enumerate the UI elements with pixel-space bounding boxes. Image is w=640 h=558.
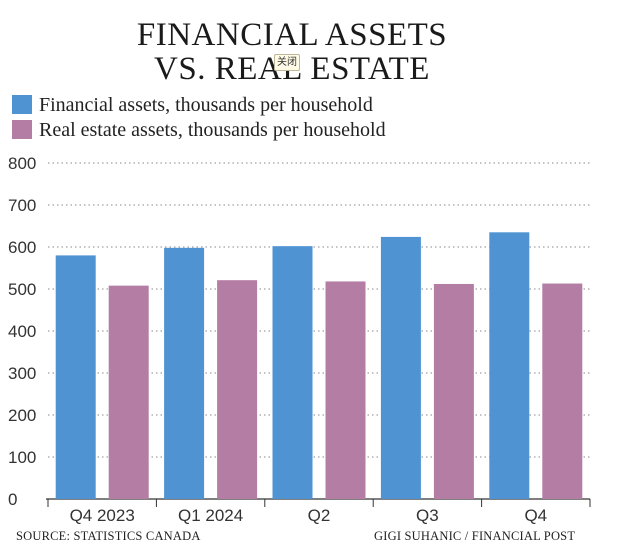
bar-real-estate <box>217 280 258 499</box>
bar-real-estate <box>542 283 583 499</box>
bar-financial <box>55 255 96 499</box>
bar-financial <box>272 246 313 499</box>
x-tick-label: Q4 2023 <box>70 506 135 525</box>
y-tick-label: 0 <box>8 490 17 509</box>
bar-real-estate <box>433 283 474 499</box>
credit-note: GIGI SUHANIC / FINANCIAL POST <box>374 529 576 543</box>
bar-real-estate <box>108 285 149 499</box>
x-tick-label: Q4 <box>524 506 547 525</box>
bar-real-estate <box>325 281 366 499</box>
bar-financial <box>164 247 205 499</box>
y-tick-label: 500 <box>8 280 36 299</box>
y-tick-label: 100 <box>8 448 36 467</box>
close-button[interactable]: 关闭 <box>274 54 300 71</box>
x-tick-label: Q1 2024 <box>178 506 243 525</box>
y-tick-label: 300 <box>8 364 36 383</box>
bar-financial <box>489 232 530 500</box>
x-tick-label: Q3 <box>416 506 439 525</box>
legend-label-financial: Financial assets, thousands per househol… <box>39 94 373 116</box>
y-tick-label: 700 <box>8 196 36 215</box>
legend-swatch-financial <box>12 95 32 114</box>
y-tick-label: 600 <box>8 238 36 257</box>
bar-financial <box>380 236 421 500</box>
legend-swatch-real-estate <box>12 120 32 139</box>
legend-label-real-estate: Real estate assets, thousands per househ… <box>39 119 386 141</box>
source-note: SOURCE: STATISTICS CANADA <box>16 529 201 543</box>
y-tick-label: 400 <box>8 322 36 341</box>
y-tick-label: 800 <box>8 154 36 173</box>
x-tick-label: Q2 <box>308 506 331 525</box>
y-tick-label: 200 <box>8 406 36 425</box>
chart-title-line-1: FINANCIAL ASSETS <box>136 17 448 53</box>
